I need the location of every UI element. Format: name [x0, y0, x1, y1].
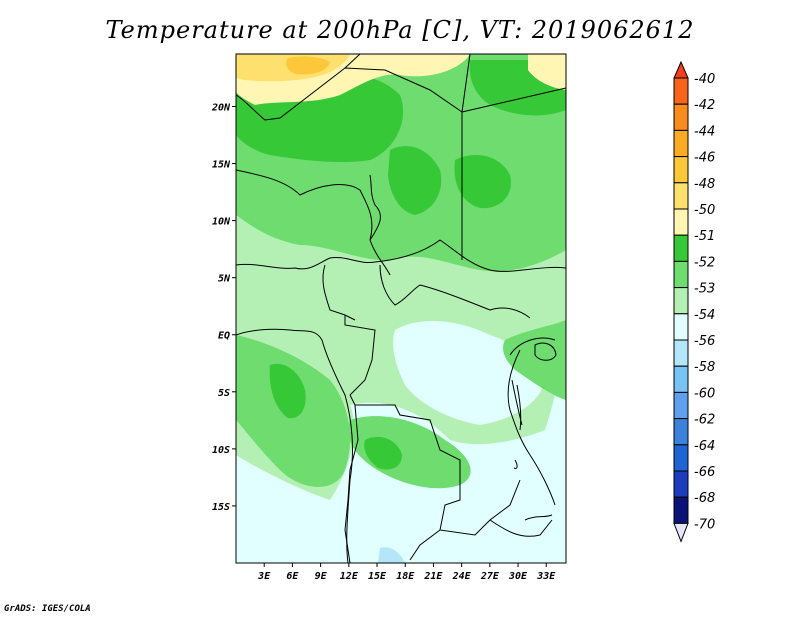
lake-outline: [524, 514, 553, 521]
lat-tick-label: 5N: [218, 274, 231, 285]
colorbar-swatch: [673, 287, 689, 315]
lon-tick-label: 18E: [396, 571, 415, 582]
border-line: [529, 454, 556, 506]
colorbar-label: -66: [694, 465, 715, 480]
border-line: [461, 54, 471, 113]
map-title: Temperature at 200hPa [C], VT: 201906261…: [105, 16, 695, 44]
border-line: [322, 264, 356, 321]
lon-tick-label: 24E: [452, 571, 472, 582]
lat-tick-label: 20N: [211, 102, 231, 113]
colorbar-swatch: [673, 418, 689, 446]
lon-tick-label: 33E: [536, 571, 556, 582]
colorbar-label: -60: [694, 386, 715, 401]
lon-tick-label: 21E: [423, 571, 443, 582]
axis-ticks: 20N 15N 10N 5N EQ 5S 10S 15S 3E 6E 9E 12E 15E 18E 21E 2…: [211, 102, 556, 582]
colorbar-swatch: [673, 156, 689, 184]
colorbar-top-arrow: [673, 60, 689, 79]
border-line: [461, 87, 566, 113]
lake-outline: [513, 459, 518, 469]
border-line: [509, 337, 556, 356]
colorbar-label: -53: [694, 282, 715, 297]
border-line: [236, 169, 391, 276]
lat-tick-label: EQ: [218, 331, 230, 342]
colorbar-label: -51: [694, 229, 715, 244]
colorbar-swatch: [673, 182, 689, 210]
temperature-field: [236, 54, 566, 563]
lon-tick-label: 3E: [257, 571, 271, 582]
colorbar-label: -44: [694, 124, 715, 139]
lat-tick-label: 10S: [212, 445, 230, 456]
border-line: [344, 404, 359, 563]
border-line: [489, 519, 553, 537]
border-line: [236, 67, 463, 260]
field-region-52-south-lobe: [364, 436, 402, 470]
lon-tick-label: 6E: [286, 571, 299, 582]
border-line: [349, 394, 521, 536]
colorbar-label: -54: [694, 308, 715, 323]
map-frame: [235, 53, 567, 564]
colorbar-label: -48: [694, 177, 715, 192]
colorbar-swatch: [673, 313, 689, 341]
lake-outline: [534, 342, 557, 361]
colorbar: -40 -42 -44 -46 -48 -50 -51 -52 -53 -54 -56 -58 -60 -…: [673, 60, 715, 543]
lat-tick-label: 15N: [212, 160, 231, 171]
colorbar-swatch: [673, 444, 689, 472]
colorbar-swatch: [673, 339, 689, 367]
colorbar-swatch: [673, 129, 689, 158]
lat-tick-label: 15S: [212, 502, 230, 513]
lat-tick-label: 10N: [212, 217, 231, 228]
colorbar-swatch: [673, 391, 689, 420]
border-line: [409, 529, 441, 561]
colorbar-label: -50: [694, 203, 715, 218]
colorbar-swatch: [673, 260, 689, 289]
lat-tick-label: 5S: [218, 388, 230, 399]
colorbar-label: -62: [694, 413, 715, 428]
colorbar-label: -42: [694, 98, 715, 113]
colorbar-label: -40: [694, 72, 715, 87]
colorbar-swatch: [673, 103, 689, 131]
colorbar-swatch: [673, 470, 689, 498]
border-line: [236, 239, 566, 272]
lon-tick-label: 9E: [315, 571, 328, 582]
field-region-53-east: [503, 320, 566, 400]
colorbar-label: -68: [694, 491, 715, 506]
lake-outline: [511, 379, 523, 431]
field-region-58: [378, 547, 405, 563]
colorbar-swatch: [673, 234, 689, 262]
colorbar-label: -70: [694, 517, 715, 532]
colorbar-label: -46: [694, 151, 715, 166]
credit-text: GrADS: IGES/COLA: [4, 604, 91, 614]
lon-tick-label: 30E: [508, 571, 528, 582]
field-region-52-central: [388, 146, 442, 215]
colorbar-swatch: [673, 365, 689, 393]
border-line: [344, 315, 376, 396]
colorbar-swatch: [673, 496, 689, 524]
colorbar-swatch: [673, 77, 689, 105]
colorbar-label: -56: [694, 334, 715, 349]
country-borders: [236, 54, 566, 563]
field-region-52-west-lobe: [269, 363, 306, 419]
field-region-52-east: [454, 155, 511, 209]
border-line: [344, 54, 361, 69]
border-line: [507, 349, 531, 456]
field-region-53-south: [348, 416, 471, 489]
field-region-51-ne: [528, 54, 566, 90]
coastline: [236, 328, 353, 563]
colorbar-bottom-arrow: [673, 522, 689, 543]
border-line: [369, 174, 381, 241]
colorbar-swatch: [673, 208, 689, 236]
lon-tick-label: 12E: [340, 571, 359, 582]
border-line: [379, 264, 531, 319]
lon-tick-label: 27E: [480, 571, 500, 582]
colorbar-label: -52: [694, 255, 715, 270]
colorbar-label: -64: [694, 439, 715, 454]
colorbar-label: -58: [694, 360, 715, 375]
field-region-48: [286, 56, 330, 75]
lon-tick-label: 15E: [368, 571, 387, 582]
